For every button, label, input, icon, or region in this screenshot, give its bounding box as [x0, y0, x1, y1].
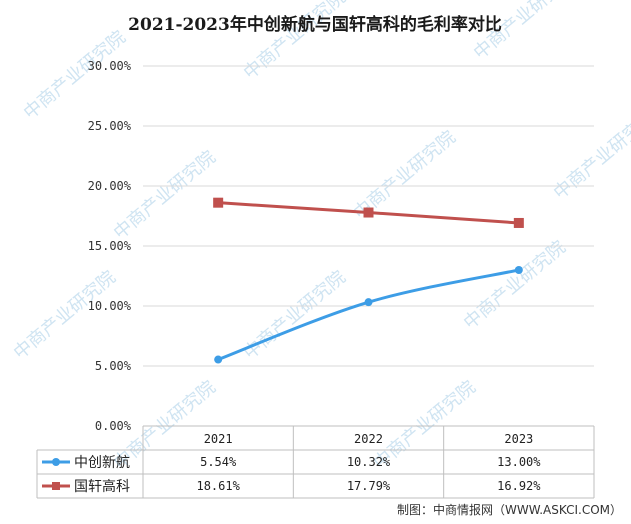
watermark-text: 中商产业研究院 — [550, 107, 631, 204]
data-table-cell: 13.00% — [497, 455, 541, 469]
x-tick-label: 2022 — [354, 432, 383, 446]
legend-marker — [52, 482, 60, 490]
data-point — [363, 207, 374, 218]
y-tick-label: 10.00% — [88, 299, 132, 313]
legend-marker — [52, 458, 60, 466]
data-table-cell: 10.32% — [347, 455, 391, 469]
y-tick-label: 20.00% — [88, 179, 132, 193]
y-tick-label: 5.00% — [95, 359, 132, 373]
watermark-text: 中商产业研究院 — [20, 27, 130, 124]
data-point — [213, 197, 224, 208]
data-point — [364, 298, 373, 307]
data-point — [514, 266, 523, 274]
watermark-text: 中商产业研究院 — [10, 267, 120, 364]
data-table-cell: 5.54% — [200, 455, 237, 469]
data-table-cell: 18.61% — [196, 479, 240, 493]
data-point — [513, 217, 524, 228]
source-note: 制图：中商情报网（WWW.ASKCI.COM） — [397, 502, 622, 517]
data-table-cell: 17.79% — [347, 479, 391, 493]
y-axis-ticks: 30.00% 25.00% 20.00% 15.00% 10.00% 5.00% 0.00% — [88, 59, 132, 433]
data-table-cell: 16.92% — [497, 479, 541, 493]
data-point — [214, 355, 223, 364]
legend-label: 国轩高科 — [74, 478, 130, 495]
y-tick-label: 15.00% — [88, 239, 132, 253]
legend-label: 中创新航 — [74, 455, 130, 471]
y-tick-label: 0.00% — [95, 419, 132, 433]
watermark-text: 中商产业研究院 — [110, 147, 220, 244]
y-tick-label: 30.00% — [88, 59, 132, 73]
watermark-text: 中商产业研究院 — [240, 0, 350, 84]
watermark-text: 中商产业研究院 — [460, 237, 570, 334]
series-layer — [213, 197, 524, 364]
x-tick-label: 2021 — [204, 432, 233, 446]
x-tick-label: 2023 — [504, 432, 533, 446]
chart-title: 2021-2023年中创新航与国轩高科的毛利率对比 — [128, 14, 502, 35]
y-tick-label: 25.00% — [88, 119, 132, 133]
data-table: 2021 2022 2023 中创新航 5.54% 10.32% 13.00% 国轩高科 18.… — [36, 425, 595, 499]
